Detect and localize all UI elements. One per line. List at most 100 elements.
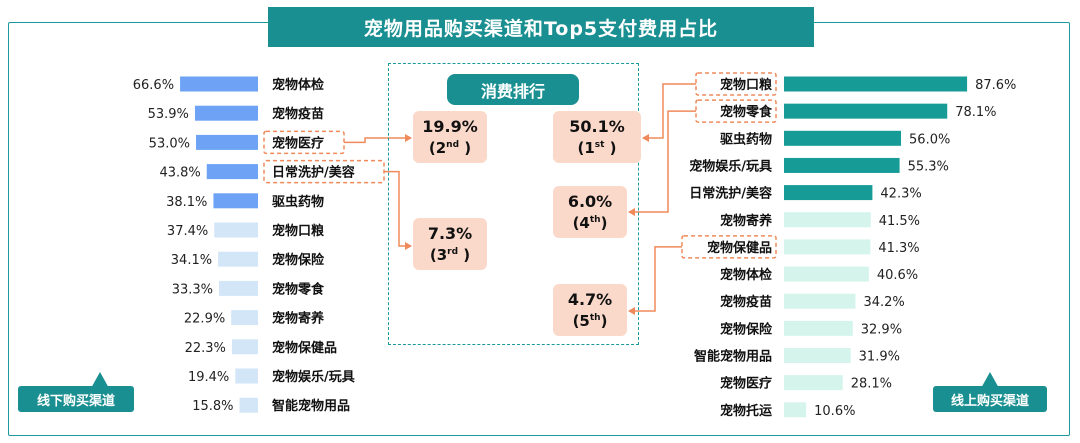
online-category-label: 宠物零食 bbox=[720, 104, 773, 120]
rank-1-order: (1st ) bbox=[577, 138, 617, 157]
rank-3-order: (3rd ) bbox=[429, 245, 471, 264]
online-value-label: 41.3% bbox=[878, 241, 919, 256]
online-value-label: 55.3% bbox=[908, 159, 949, 174]
offline-bar bbox=[219, 280, 258, 296]
offline-value-label: 34.1% bbox=[171, 253, 212, 268]
arrow-to-rank-5 bbox=[628, 246, 682, 315]
rank-2-percent: 19.9% bbox=[422, 116, 478, 136]
online-bar bbox=[784, 375, 843, 391]
offline-value-label: 53.0% bbox=[149, 136, 190, 151]
offline-bar bbox=[195, 134, 258, 150]
offline-value-label: 37.4% bbox=[167, 224, 208, 239]
rank-1-percent: 50.1% bbox=[569, 116, 625, 136]
rank-1-box: 50.1% (1st ) bbox=[553, 111, 641, 163]
chart-title: 宠物用品购买渠道和Top5支付费用占比 bbox=[268, 7, 814, 47]
rank-3-box: 7.3% (3rd ) bbox=[413, 218, 487, 270]
ranking-panel bbox=[388, 63, 639, 345]
online-value-label: 34.2% bbox=[863, 295, 904, 310]
online-value-label: 42.3% bbox=[880, 187, 921, 202]
offline-value-label: 66.6% bbox=[133, 78, 174, 93]
offline-category-label: 宠物保健品 bbox=[272, 340, 337, 356]
offline-value-label: 53.9% bbox=[148, 107, 189, 122]
online-value-label: 31.9% bbox=[859, 350, 900, 365]
offline-value-label: 22.9% bbox=[184, 312, 225, 327]
online-highlight-box bbox=[695, 99, 777, 123]
online-value-label: 10.6% bbox=[814, 404, 855, 419]
rank-5-percent: 4.7% bbox=[567, 289, 613, 309]
offline-value-label: 33.3% bbox=[172, 282, 213, 297]
offline-category-label: 宠物保险 bbox=[272, 252, 325, 268]
connector-arrows bbox=[344, 83, 696, 315]
arrow-to-rank-1 bbox=[642, 83, 696, 142]
offline-value-label: 15.8% bbox=[192, 399, 233, 414]
online-category-label: 智能宠物用品 bbox=[694, 349, 772, 365]
online-highlight-box bbox=[695, 72, 777, 96]
offline-bar bbox=[239, 397, 258, 413]
offline-bar bbox=[231, 339, 258, 355]
offline-bar bbox=[206, 164, 258, 180]
online-category-label: 宠物寄养 bbox=[720, 213, 773, 229]
online-bar bbox=[784, 266, 869, 282]
rank-2-box: 19.9% (2nd ) bbox=[413, 111, 487, 163]
offline-bar bbox=[213, 193, 258, 209]
online-category-label: 宠物娱乐/玩具 bbox=[689, 158, 772, 174]
online-bar bbox=[784, 293, 856, 309]
online-bar bbox=[784, 348, 851, 363]
online-bar bbox=[784, 185, 873, 201]
offline-category-label: 宠物零食 bbox=[272, 281, 325, 297]
offline-value-label: 19.4% bbox=[188, 370, 229, 385]
offline-bar bbox=[235, 368, 258, 384]
offline-channel-tag: 线下购买渠道 bbox=[18, 386, 134, 412]
online-category-label: 宠物保险 bbox=[720, 321, 773, 337]
rank-5-order: (5th) bbox=[572, 311, 608, 330]
offline-category-label: 智能宠物用品 bbox=[272, 398, 350, 414]
online-category-label: 宠物托运 bbox=[720, 403, 772, 419]
online-value-label: 56.0% bbox=[909, 132, 950, 147]
offline-category-label: 日常洗护/美容 bbox=[272, 165, 355, 181]
offline-category-label: 宠物疫苗 bbox=[272, 106, 324, 122]
offline-category-label: 宠物口粮 bbox=[272, 223, 325, 239]
online-bar bbox=[784, 103, 948, 119]
online-category-label: 宠物疫苗 bbox=[720, 294, 772, 310]
online-category-label: 宠物医疗 bbox=[720, 376, 772, 392]
offline-bar bbox=[180, 76, 258, 92]
online-category-label: 驱虫药物 bbox=[720, 131, 772, 147]
online-value-label: 28.1% bbox=[851, 377, 892, 392]
offline-bar bbox=[194, 105, 258, 121]
offline-value-label: 38.1% bbox=[166, 195, 207, 210]
online-bar bbox=[784, 402, 807, 418]
rank-3-percent: 7.3% bbox=[427, 223, 473, 243]
online-bar bbox=[784, 239, 871, 255]
online-category-label: 宠物保健品 bbox=[707, 240, 772, 256]
online-value-label: 78.1% bbox=[955, 105, 996, 120]
online-highlight-box bbox=[681, 235, 777, 259]
online-bar bbox=[784, 320, 853, 336]
rank-5-box: 4.7% (5th) bbox=[553, 284, 627, 336]
arrow-to-rank-4 bbox=[628, 110, 696, 216]
offline-category-label: 宠物体检 bbox=[272, 77, 324, 93]
online-value-label: 41.5% bbox=[879, 214, 920, 229]
online-channel-tag: 线上购买渠道 bbox=[933, 386, 1047, 412]
offline-value-label: 43.8% bbox=[159, 166, 200, 181]
online-value-label: 32.9% bbox=[861, 322, 902, 337]
ranking-title: 消费排行 bbox=[447, 74, 579, 105]
online-value-label: 40.6% bbox=[877, 268, 918, 283]
rank-2-order: (2nd ) bbox=[428, 138, 472, 157]
offline-bar-series: 66.6% 宠物体检 53.9% 宠物疫苗 53.0% 宠物医疗 43.8% 日常洗护/美容 3… bbox=[133, 76, 385, 414]
offline-category-label: 宠物医疗 bbox=[272, 135, 324, 151]
offline-value-label: 22.3% bbox=[185, 341, 226, 356]
online-bar bbox=[784, 212, 871, 228]
offline-category-label: 宠物寄养 bbox=[272, 311, 325, 327]
online-bar bbox=[784, 157, 900, 173]
arrow-to-rank-3 bbox=[384, 170, 412, 250]
online-bar bbox=[784, 76, 968, 92]
online-category-label: 宠物口粮 bbox=[720, 77, 773, 93]
rank-4-percent: 6.0% bbox=[567, 191, 613, 211]
online-bar-series: 87.6% 宠物口粮 78.1% 宠物零食 56.0% 驱虫药物 55.3% 宠物娱乐/玩具 4… bbox=[681, 72, 1016, 419]
rank-4-order: (4th) bbox=[572, 213, 608, 232]
offline-bar bbox=[231, 310, 258, 326]
offline-bar bbox=[218, 251, 258, 267]
offline-category-label: 宠物娱乐/玩具 bbox=[272, 369, 355, 385]
offline-category-label: 驱虫药物 bbox=[272, 194, 324, 210]
